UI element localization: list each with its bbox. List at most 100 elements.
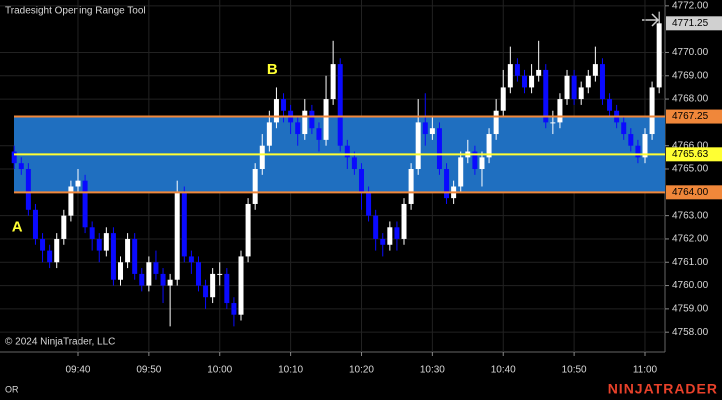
candle-body (18, 163, 24, 170)
candle-body (642, 134, 648, 158)
candle-body (415, 122, 421, 170)
candle-body (302, 110, 308, 135)
candle-body (89, 227, 95, 239)
candle-body (146, 262, 152, 286)
candle-body (337, 64, 343, 146)
candle-body (195, 262, 201, 286)
candle-body (174, 192, 180, 280)
candle-body (330, 64, 336, 100)
candle-body (281, 99, 287, 111)
candle-body (543, 69, 549, 123)
candle-body (160, 273, 166, 286)
last-price-label: 4771.25 (672, 18, 709, 29)
candle-body (103, 233, 109, 251)
candle-body (96, 238, 102, 251)
y-tick-label: 4762.00 (672, 234, 709, 245)
candle-body (110, 233, 116, 280)
price-box (666, 109, 722, 124)
candle-body (429, 128, 435, 135)
candle-body (181, 192, 187, 257)
y-tick-label: 4760.00 (672, 280, 709, 291)
candle-body (607, 99, 613, 111)
candle-body (522, 75, 527, 88)
candle-body (25, 169, 31, 210)
y-tick-label: 4763.00 (672, 210, 709, 221)
candle-body (210, 273, 216, 298)
candle-body (401, 203, 407, 239)
y-tick-label: 4768.00 (672, 94, 709, 105)
price-box-label: 4767.25 (672, 111, 709, 122)
x-tick-label: 09:50 (136, 365, 161, 376)
candle-body (344, 145, 350, 158)
candle-body (592, 64, 598, 76)
candle-body (295, 122, 301, 135)
x-tick-label: 11:00 (633, 365, 658, 376)
candle-body (536, 69, 542, 76)
candle-body (125, 238, 131, 263)
candle-body (273, 99, 279, 123)
price-box-label: 4765.63 (672, 149, 709, 160)
y-tick-label: 4766.00 (672, 140, 709, 151)
candle-body (252, 169, 258, 204)
candle-body (380, 238, 386, 245)
candle-body (231, 303, 237, 315)
candle-body (387, 227, 393, 245)
candle-body (203, 285, 209, 298)
candle-body (578, 87, 584, 100)
annotation: A (12, 218, 23, 235)
chart-title: Tradesight Opening Range Tool (5, 6, 146, 17)
candle-body (656, 23, 662, 88)
candle-body (40, 238, 46, 251)
candle-body (54, 238, 60, 263)
candle-body (323, 99, 329, 140)
candle-body (529, 75, 535, 88)
candle-body (571, 75, 577, 100)
candle-body (68, 186, 74, 216)
price-box-label: 4764.00 (672, 187, 709, 198)
candle-body (309, 110, 315, 129)
x-tick-label: 10:50 (562, 365, 587, 376)
y-tick-label: 4758.00 (672, 327, 709, 338)
annotation: B (267, 61, 278, 78)
candle-body (373, 215, 379, 239)
candle-body (444, 169, 450, 199)
x-tick-label: 10:20 (349, 365, 374, 376)
candle-body (266, 122, 272, 146)
candle-body (351, 157, 357, 170)
candle-body (82, 180, 88, 228)
x-tick-label: 09:40 (65, 365, 90, 376)
candle-body (621, 122, 627, 135)
candle-body (422, 122, 428, 135)
candle-body (224, 273, 230, 304)
price-box (666, 185, 722, 200)
candle-body (188, 256, 194, 263)
y-tick-label: 4769.00 (672, 70, 709, 81)
candle-body (479, 157, 485, 170)
candle-body (493, 110, 499, 135)
candle-body (75, 180, 81, 187)
candle-body (61, 215, 67, 239)
candle-body (238, 256, 244, 315)
x-tick-label: 10:00 (207, 365, 232, 376)
candle-body (11, 151, 17, 164)
copyright: © 2024 NinjaTrader, LLC (5, 337, 115, 348)
candle-body (132, 238, 138, 274)
candle-body (316, 128, 322, 140)
candle-body (153, 262, 159, 274)
candle-body (507, 64, 513, 88)
candle-body (550, 122, 556, 124)
candle-body (458, 157, 464, 187)
y-tick-label: 4765.00 (672, 164, 709, 175)
price-box (666, 147, 722, 162)
y-tick-label: 4772.00 (672, 0, 709, 11)
candle-body (167, 279, 173, 286)
brand-logo: NINJATRADER (608, 381, 718, 397)
candle-body (472, 151, 478, 170)
candle-body (408, 169, 414, 204)
candle-body (366, 192, 372, 216)
candle-body (259, 145, 265, 170)
candle-body (500, 87, 506, 111)
y-tick-label: 4770.00 (672, 47, 709, 58)
candle-body (394, 227, 400, 239)
